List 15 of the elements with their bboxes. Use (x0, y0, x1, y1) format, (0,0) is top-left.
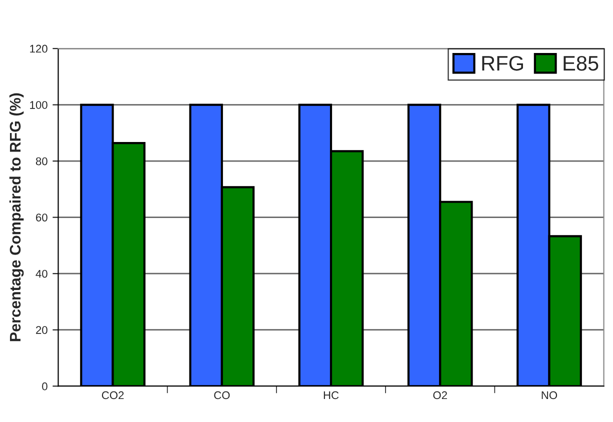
x-tick-label: NO (542, 391, 558, 400)
x-tick-label: CO2 (102, 391, 124, 400)
legend-label: E85 (564, 56, 598, 71)
y-tick-label: 20 (36, 326, 48, 334)
y-tick-label: 80 (36, 157, 48, 166)
y-tick-label: 40 (36, 270, 48, 278)
legend-label: RFG (482, 56, 523, 71)
y-tick-label: 120 (30, 44, 48, 53)
x-tick-label: O2 (433, 391, 447, 400)
y-tick-label: 0 (42, 382, 48, 390)
x-tick-label: HC (324, 391, 339, 400)
x-tick-label: CO (214, 391, 230, 400)
y-axis-title: Percentage Compaired to RFG (%) (9, 93, 24, 342)
y-tick-label: 100 (30, 101, 48, 109)
y-tick-label: 60 (36, 214, 48, 222)
